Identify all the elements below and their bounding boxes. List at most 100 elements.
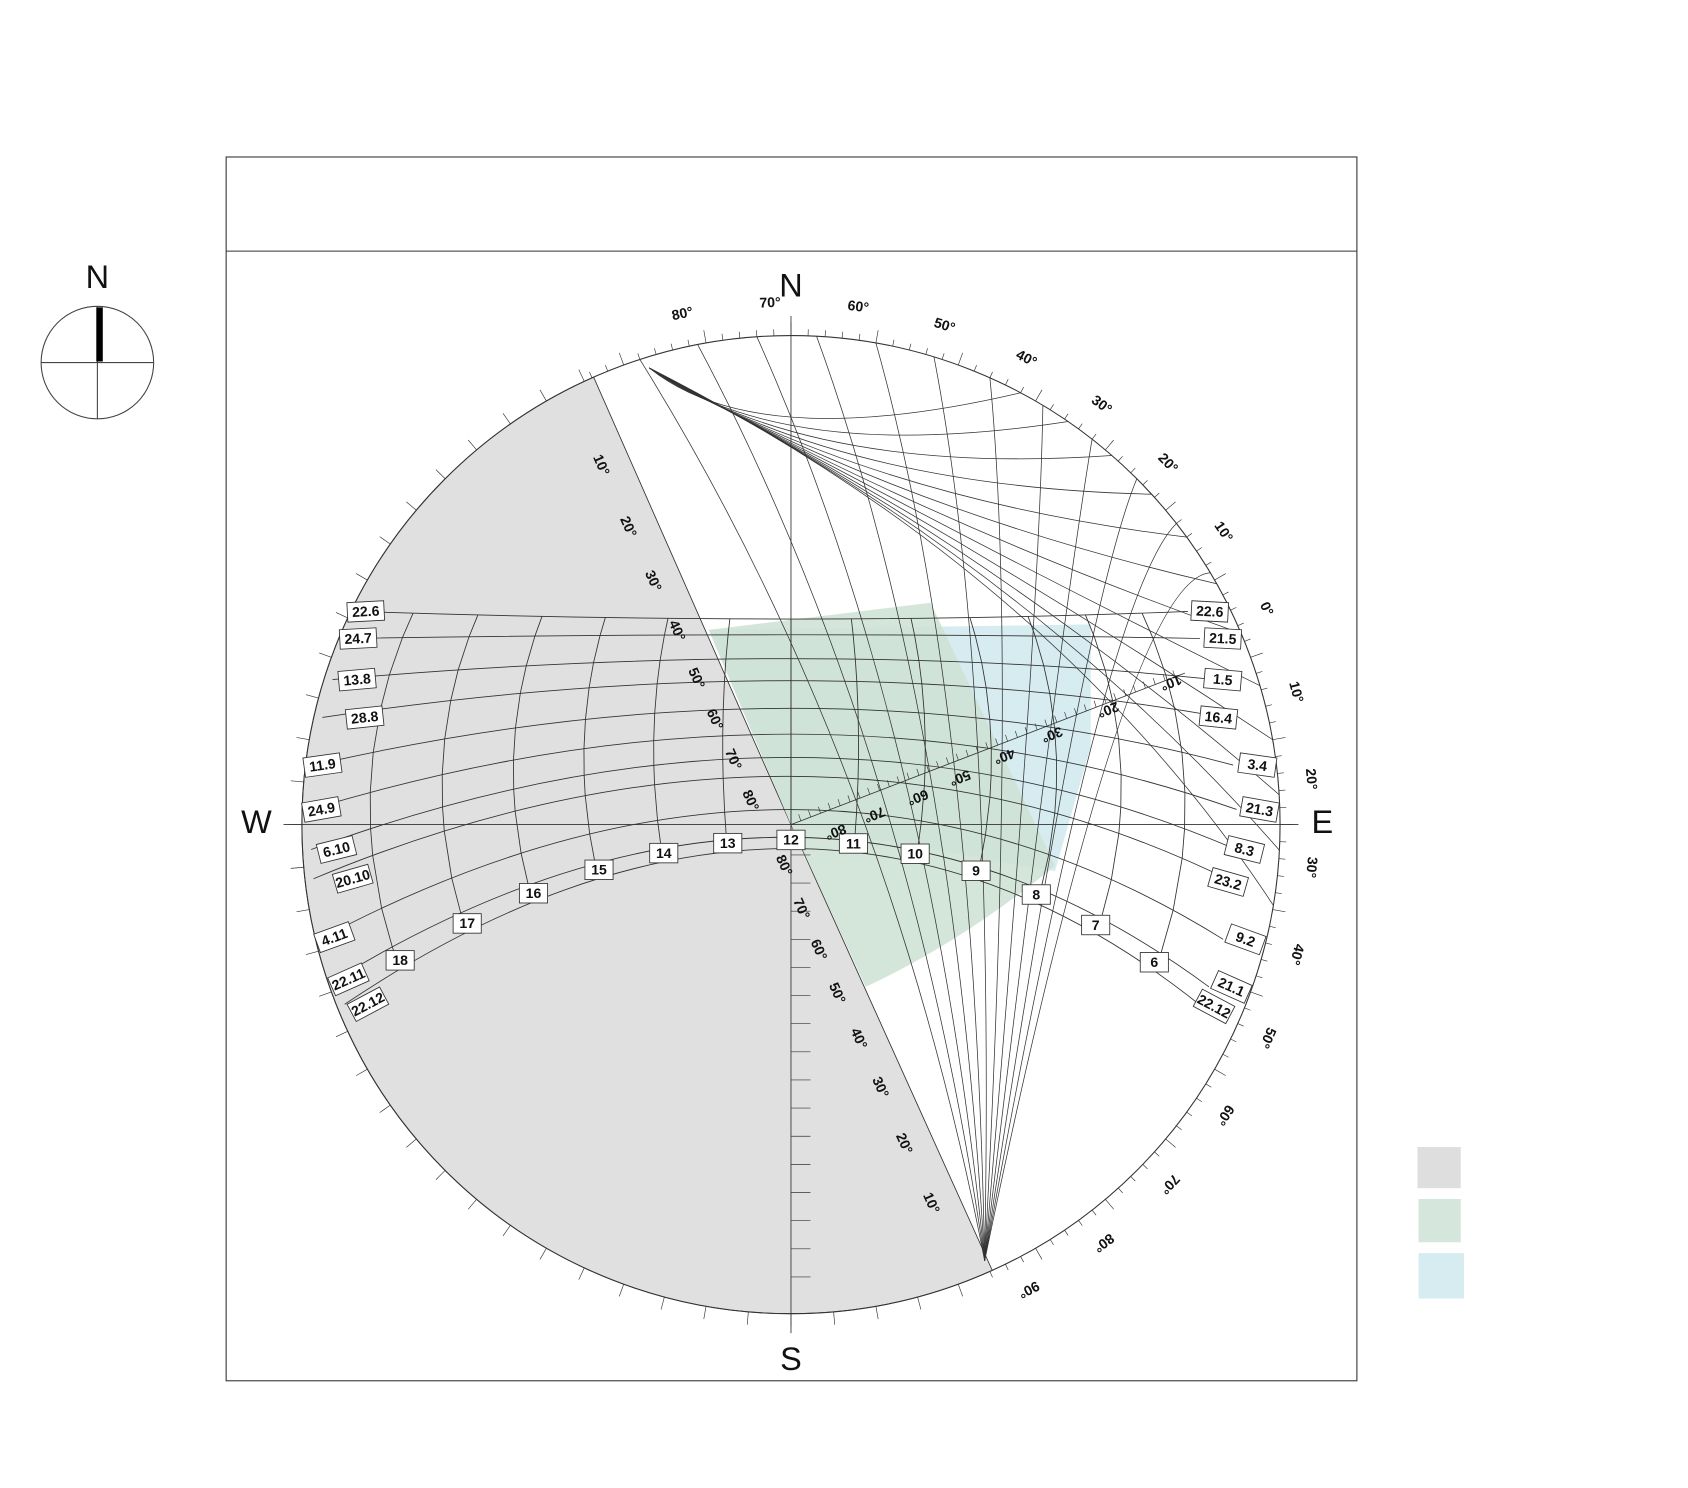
hour-label: 12 — [783, 832, 799, 848]
date-label-box: 16.4 — [1198, 705, 1239, 730]
vsa-label: 10° — [1158, 672, 1184, 695]
label-box — [1081, 914, 1111, 936]
tick — [1237, 1023, 1244, 1027]
label-box — [452, 913, 482, 934]
label-box — [315, 835, 358, 864]
protractor-line — [648, 367, 1021, 419]
label-box — [331, 863, 374, 894]
tick — [1083, 704, 1087, 712]
tick — [290, 780, 304, 783]
angle-label: 10° — [1211, 518, 1236, 545]
tick — [925, 348, 928, 355]
label-box — [961, 860, 991, 881]
date-label: 16.4 — [1204, 708, 1233, 727]
tick — [1130, 1176, 1136, 1182]
direction-label: E — [1311, 804, 1333, 840]
tick — [1105, 439, 1114, 451]
tick — [1275, 892, 1282, 894]
label-box — [900, 843, 930, 864]
tick — [1272, 737, 1286, 741]
angle-label: 30° — [1303, 856, 1321, 879]
tick — [1152, 677, 1156, 685]
hour-line — [369, 612, 414, 970]
hour-label: 16 — [526, 885, 542, 901]
tick — [1214, 1068, 1226, 1076]
date-label: 9.2 — [1234, 928, 1258, 950]
tick — [290, 866, 304, 869]
label-box — [346, 600, 386, 623]
date-label: 6.10 — [321, 838, 352, 860]
tick — [1091, 433, 1097, 440]
label-box — [301, 796, 342, 823]
tick — [973, 364, 977, 372]
tick — [989, 371, 993, 378]
date-label-box: 24.9 — [301, 796, 342, 823]
protractor-line — [756, 336, 986, 1261]
tick — [1269, 721, 1276, 724]
angle-label: 90° — [1016, 1278, 1043, 1302]
protractor-line — [984, 405, 1044, 1261]
hour-line — [653, 618, 669, 862]
date-label-box: 8.3 — [1223, 835, 1266, 864]
sun-chart: 6 7 8 9 10 11 12 13 14 15 16 17 18 22.6 24.7 13.8 28.8 11… — [241, 267, 1333, 1376]
protractor-line — [649, 367, 1274, 906]
label-box — [346, 986, 390, 1023]
legend-swatch — [1417, 1147, 1461, 1189]
tick — [296, 909, 310, 913]
legend-swatch — [1418, 1253, 1465, 1299]
label-box — [1192, 988, 1236, 1025]
hour-line — [850, 618, 859, 853]
tick — [1142, 681, 1146, 689]
label-box — [344, 705, 385, 730]
hour-label: 8 — [1032, 886, 1040, 902]
tick — [305, 694, 319, 699]
tick — [1020, 1256, 1024, 1263]
date-label: 28.8 — [350, 708, 379, 727]
tick — [1034, 723, 1038, 731]
tick — [1093, 700, 1097, 708]
tick — [965, 749, 969, 757]
tick — [1005, 1264, 1009, 1271]
tick — [435, 1170, 446, 1180]
tick — [1277, 772, 1284, 774]
tick — [1078, 423, 1083, 430]
hour-label-box: 15 — [584, 859, 614, 880]
date-label-box: 11.9 — [302, 752, 343, 778]
angle-label: 80° — [670, 303, 694, 323]
hour-label: 7 — [1092, 917, 1100, 933]
compass-label: N — [86, 259, 109, 295]
tick — [877, 783, 880, 791]
date-label: 21.3 — [1245, 799, 1275, 820]
tick — [892, 339, 895, 347]
date-label-box: 24.7 — [338, 627, 378, 650]
protractor-line — [649, 367, 1152, 495]
hour-label-box: 17 — [452, 913, 482, 934]
tick — [1005, 734, 1008, 742]
tick — [539, 389, 547, 402]
tick — [502, 413, 511, 425]
date-label: 11.9 — [308, 755, 337, 775]
tick — [406, 1138, 417, 1148]
angle-label: 60° — [847, 297, 871, 316]
tick — [1130, 467, 1136, 474]
hour-label: 11 — [846, 835, 861, 851]
hour-line — [1027, 616, 1058, 904]
label-box — [1203, 667, 1243, 692]
date-label: 21.5 — [1209, 630, 1237, 647]
tick — [957, 352, 964, 366]
tick — [589, 371, 593, 378]
tick — [539, 1248, 547, 1260]
tick — [1035, 1248, 1043, 1260]
date-label: 22.6 — [1196, 603, 1224, 620]
tick — [502, 1225, 511, 1237]
tick — [1272, 909, 1286, 913]
tick — [1196, 547, 1203, 552]
hour-label: 9 — [972, 863, 980, 879]
hour-line — [722, 618, 731, 852]
tick — [1054, 715, 1058, 723]
label-box — [838, 833, 868, 854]
tick — [721, 333, 724, 341]
label-box — [302, 752, 343, 778]
tick — [857, 791, 861, 799]
